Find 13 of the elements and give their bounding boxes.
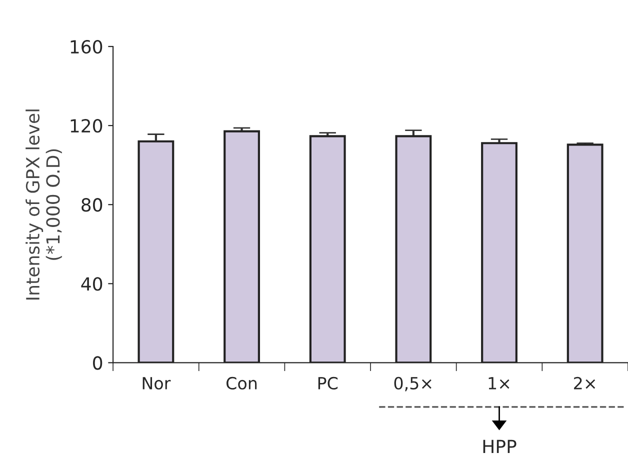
text: HPP	[483, 440, 516, 454]
x-tick-label: Nor	[142, 377, 171, 390]
y-tick-label: 40	[81, 277, 102, 291]
y-tick-label: 80	[82, 198, 102, 212]
x-tick-label: 2×	[574, 376, 596, 390]
x-tick-label: Con	[226, 376, 257, 390]
x-tick-label: 1×	[488, 377, 510, 390]
y-tick-label: 0	[93, 356, 102, 370]
y-tick-label: 120	[70, 119, 102, 133]
x-tick-label: PC	[318, 376, 338, 390]
x-tick-label: 0,5×	[394, 376, 432, 392]
y-tick-label: 160	[70, 40, 102, 54]
y-axis-title: Intensity of GPX level (*1,000 O.D)	[26, 110, 62, 300]
